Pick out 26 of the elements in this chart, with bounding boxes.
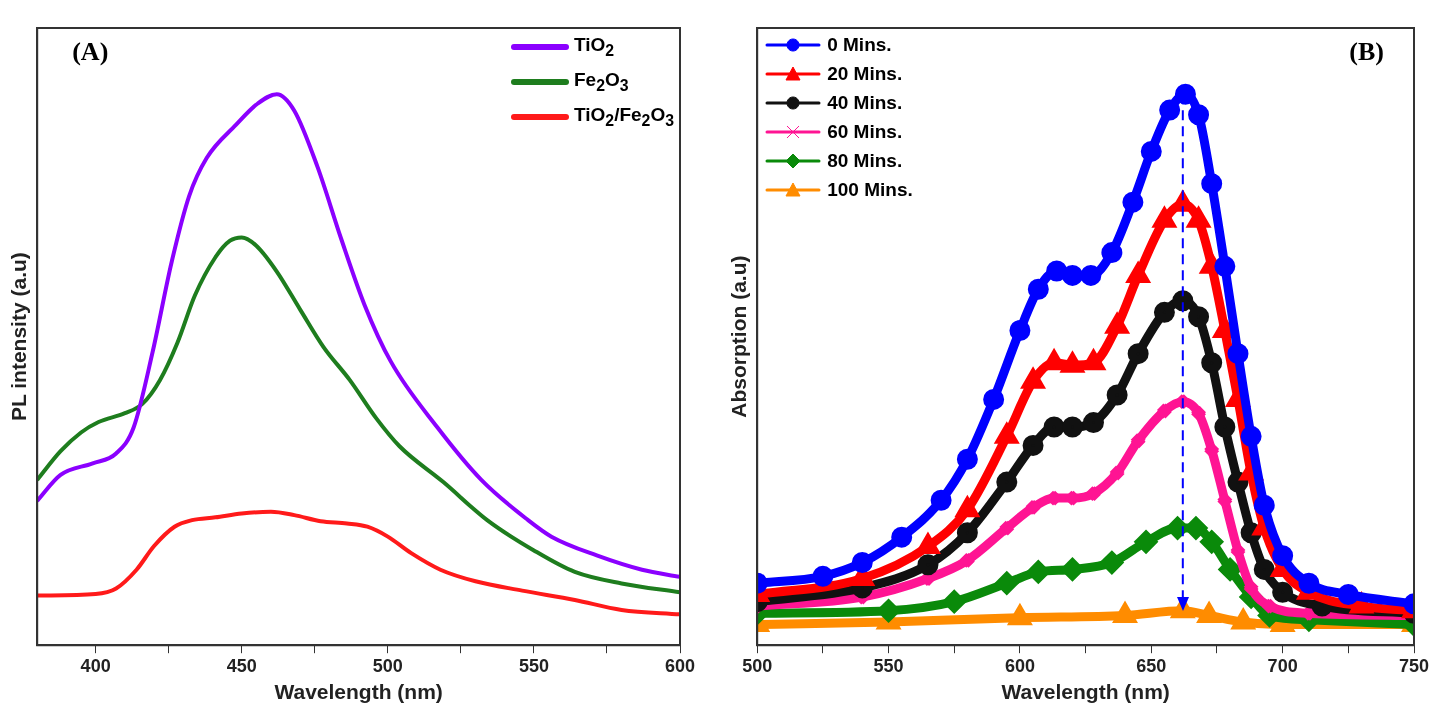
legend-label: TiO$_{2}$/Fe$_{2}$O$_{3}$ xyxy=(574,102,674,131)
x-tick-label: 700 xyxy=(1267,655,1298,676)
legend-label: 80 Mins. xyxy=(827,149,903,173)
x-tick-label: 500 xyxy=(372,655,403,676)
legend-label: 20 Mins. xyxy=(827,62,903,86)
y-axis-title: PL intensity (a.u) xyxy=(7,252,31,422)
chart-title: (A) xyxy=(72,36,109,66)
y-axis-title: Absorption (a.u) xyxy=(727,255,751,418)
x-tick-label: 750 xyxy=(1398,655,1430,676)
x-axis-title: Wavelength (nm) xyxy=(1001,680,1170,704)
x-tick-label: 650 xyxy=(1136,655,1167,676)
chart-title: (B) xyxy=(1349,36,1384,66)
x-tick-label: 550 xyxy=(518,655,549,676)
legend-label: Fe$_{2}$O$_{3}$ xyxy=(574,67,629,96)
legend-label: TiO$_{2}$ xyxy=(574,33,615,61)
x-tick-label: 600 xyxy=(1004,655,1035,676)
x-tick-label: 600 xyxy=(664,655,696,676)
legend-label: 0 Mins. xyxy=(827,33,892,57)
x-tick-label: 500 xyxy=(742,655,773,676)
legend-label: 100 Mins. xyxy=(827,178,913,202)
x-tick-label: 400 xyxy=(80,655,111,676)
legend-label: 60 Mins. xyxy=(827,120,903,144)
x-tick-label: 450 xyxy=(226,655,257,676)
x-tick-label: 550 xyxy=(873,655,904,676)
x-axis-title: Wavelength (nm) xyxy=(274,680,443,704)
legend-label: 40 Mins. xyxy=(827,91,903,115)
